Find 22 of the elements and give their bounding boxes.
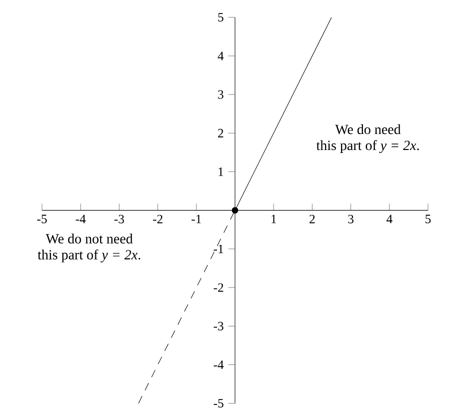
y-tick-label: -3 — [214, 322, 224, 330]
y-tick-label: -5 — [214, 398, 224, 408]
x-tick-label: 4 — [386, 214, 392, 223]
annotation: We do not need this part of y = 2x. — [38, 233, 140, 262]
y-tick-label: -1 — [214, 244, 224, 253]
x-tick-label: 2 — [310, 214, 315, 224]
annotation: We do need this part of y = 2x. — [316, 124, 419, 153]
y-tick-label: 2 — [218, 128, 224, 138]
y-tick-label: 4 — [218, 52, 224, 60]
x-tick-label: 5 — [426, 214, 431, 224]
y-tick-label: -2 — [214, 283, 224, 292]
x-tick-label: -1 — [192, 214, 201, 224]
x-tick-label: 3 — [348, 214, 354, 224]
x-tick-label: -3 — [114, 214, 124, 224]
x-tick-label: 1 — [272, 214, 276, 224]
x-tick-label: -2 — [152, 214, 162, 224]
x-tick-label: -5 — [37, 214, 47, 224]
y-tick-label: 5 — [218, 12, 224, 22]
y-tick-label: 1 — [218, 167, 224, 176]
y-tick-label: -4 — [214, 360, 224, 369]
y-tick-label: 3 — [218, 90, 224, 99]
x-tick-label: -4 — [76, 214, 86, 223]
